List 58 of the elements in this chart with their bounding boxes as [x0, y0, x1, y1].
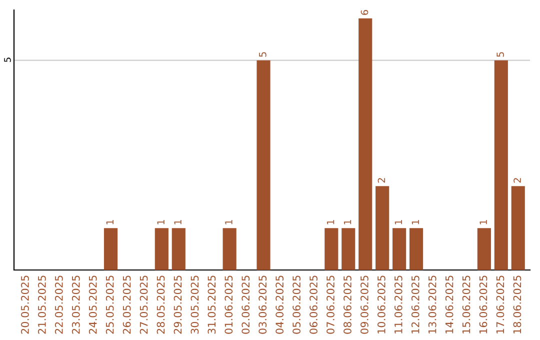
data-label: 6	[360, 10, 368, 15]
x-tick-label: 02.06.2025	[242, 276, 250, 334]
x-tick-label: 10.06.2025	[377, 276, 386, 334]
x-tick-label: 22.05.2025	[54, 276, 63, 334]
data-label: 2	[514, 178, 521, 183]
bar	[172, 228, 186, 270]
x-tick-label: 04.06.2025	[276, 276, 284, 334]
x-tick-label: 09.06.2025	[360, 276, 368, 334]
x-tick-label: 24.05.2025	[88, 276, 97, 334]
data-label: 1	[480, 220, 487, 224]
x-tick-label: 17.06.2025	[496, 276, 504, 334]
x-tick-label: 23.05.2025	[72, 276, 80, 334]
bar	[256, 60, 270, 270]
data-label: 1	[174, 220, 182, 224]
x-tick-label: 14.06.2025	[445, 276, 454, 334]
data-label: 1	[157, 220, 164, 224]
x-tick-label: 30.05.2025	[190, 276, 199, 334]
bar	[154, 228, 168, 270]
x-tick-label: 20.05.2025	[21, 276, 29, 334]
x-tick-label: 13.06.2025	[428, 276, 436, 334]
data-label: 1	[225, 220, 232, 224]
bar	[392, 228, 406, 270]
bar	[477, 228, 491, 270]
data-label: 2	[378, 178, 386, 183]
x-tick-label: 01.06.2025	[224, 276, 233, 334]
data-label: 1	[412, 220, 419, 224]
data-label: 1	[327, 220, 334, 224]
x-tick-label: 26.05.2025	[122, 276, 131, 334]
x-tick-label: 05.06.2025	[292, 276, 300, 334]
x-tick-label: 25.05.2025	[106, 276, 114, 334]
x-tick-label: 12.06.2025	[411, 276, 420, 334]
data-label: 1	[106, 220, 114, 224]
data-label: 1	[394, 220, 402, 224]
x-tick-label: 21.05.2025	[38, 276, 46, 334]
bar	[511, 186, 525, 270]
x-tick-label: 28.05.2025	[156, 276, 165, 334]
x-tick-label: 27.05.2025	[140, 276, 148, 334]
x-tick-label: 16.06.2025	[479, 276, 488, 334]
bar	[104, 228, 118, 270]
bar	[358, 18, 372, 270]
x-tick-label: 31.05.2025	[208, 276, 216, 334]
x-tick-label: 18.06.2025	[513, 276, 522, 334]
data-label: 1	[344, 220, 352, 224]
data-label: 5	[259, 52, 266, 57]
x-tick-label: 15.06.2025	[462, 276, 470, 334]
x-tick-label: 11.06.2025	[394, 276, 402, 334]
x-tick-label: 07.06.2025	[326, 276, 334, 334]
bar	[324, 228, 338, 270]
x-tick-label: 03.06.2025	[258, 276, 267, 334]
bar	[342, 228, 356, 270]
bar	[222, 228, 236, 270]
x-tick-label: 06.06.2025	[310, 276, 318, 334]
data-label: 5	[496, 52, 504, 57]
bar	[376, 186, 390, 270]
bar	[409, 228, 424, 270]
bar	[494, 60, 508, 270]
x-tick-label: 29.05.2025	[174, 276, 182, 334]
x-tick-label: 08.06.2025	[344, 276, 352, 334]
